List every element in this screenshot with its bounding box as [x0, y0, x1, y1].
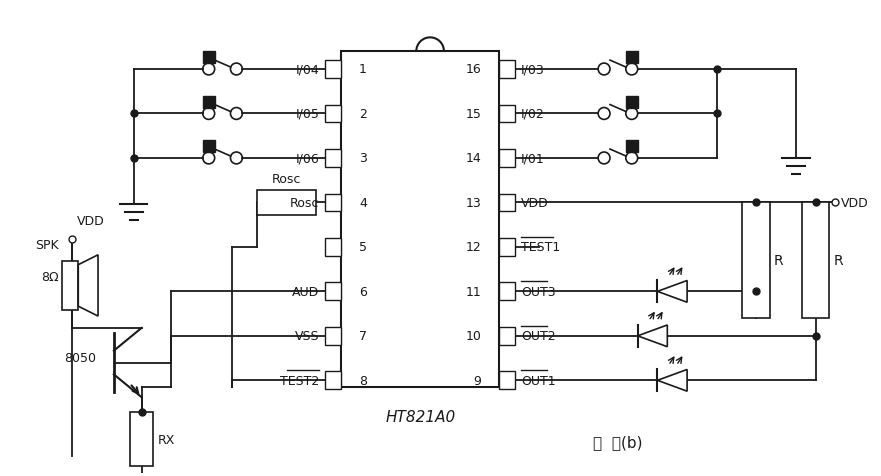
Bar — [325, 105, 341, 123]
Text: OUT1: OUT1 — [521, 374, 556, 387]
Text: 4: 4 — [359, 197, 366, 209]
Bar — [325, 194, 341, 212]
Text: VDD: VDD — [841, 197, 869, 209]
Text: 5: 5 — [359, 241, 367, 254]
Bar — [325, 61, 341, 79]
Bar — [500, 327, 515, 345]
Text: AUD: AUD — [292, 285, 320, 298]
Bar — [626, 141, 638, 153]
Text: 10: 10 — [466, 330, 482, 343]
Text: I/05: I/05 — [295, 108, 320, 121]
Text: I/04: I/04 — [296, 63, 320, 76]
Text: R: R — [833, 254, 843, 268]
Polygon shape — [78, 255, 98, 317]
Text: Rosc: Rosc — [272, 172, 301, 185]
Bar — [63, 261, 78, 310]
Text: 3: 3 — [359, 152, 366, 165]
Bar — [500, 150, 515, 168]
Bar — [203, 52, 215, 64]
Bar — [500, 194, 515, 212]
Text: 9: 9 — [474, 374, 482, 387]
Polygon shape — [657, 370, 687, 391]
Bar — [500, 61, 515, 79]
Bar — [325, 150, 341, 168]
Bar — [130, 412, 153, 466]
Bar — [325, 283, 341, 301]
Bar — [626, 52, 638, 64]
Polygon shape — [638, 325, 667, 347]
Text: TEST2: TEST2 — [280, 374, 320, 387]
Text: HT821A0: HT821A0 — [385, 409, 455, 424]
Bar — [626, 97, 638, 109]
Text: 8Ω: 8Ω — [41, 270, 58, 283]
Bar — [203, 141, 215, 153]
Bar — [325, 238, 341, 256]
Bar — [203, 97, 215, 109]
Bar — [500, 105, 515, 123]
Bar — [802, 203, 829, 318]
Text: 8050: 8050 — [64, 351, 96, 364]
Text: 11: 11 — [466, 285, 482, 298]
Text: I/02: I/02 — [521, 108, 544, 121]
Text: VSS: VSS — [295, 330, 320, 343]
Bar — [325, 372, 341, 389]
Text: TEST1: TEST1 — [521, 241, 560, 254]
Text: R: R — [774, 254, 784, 268]
Text: RX: RX — [158, 433, 174, 446]
Text: 16: 16 — [466, 63, 482, 76]
Text: VDD: VDD — [78, 215, 105, 228]
Text: 6: 6 — [359, 285, 366, 298]
Text: Rosc: Rosc — [290, 197, 320, 209]
Text: I/03: I/03 — [521, 63, 544, 76]
Bar — [500, 238, 515, 256]
Text: I/06: I/06 — [296, 152, 320, 165]
Text: 12: 12 — [466, 241, 482, 254]
Text: OUT2: OUT2 — [521, 330, 556, 343]
Text: 2: 2 — [359, 108, 366, 121]
Text: 15: 15 — [466, 108, 482, 121]
Text: 14: 14 — [466, 152, 482, 165]
Text: 8: 8 — [359, 374, 367, 387]
Text: 1: 1 — [359, 63, 366, 76]
Text: VDD: VDD — [521, 197, 549, 209]
Bar — [257, 190, 316, 216]
Text: OUT3: OUT3 — [521, 285, 556, 298]
Bar — [500, 372, 515, 389]
Text: I/01: I/01 — [521, 152, 544, 165]
Polygon shape — [657, 281, 687, 303]
Text: 7: 7 — [359, 330, 367, 343]
Bar — [341, 52, 500, 387]
Bar — [500, 283, 515, 301]
Text: 13: 13 — [466, 197, 482, 209]
Bar — [325, 327, 341, 345]
Bar — [743, 203, 770, 318]
Text: SPK: SPK — [35, 238, 58, 251]
Text: 图  图(b): 图 图(b) — [593, 434, 642, 449]
